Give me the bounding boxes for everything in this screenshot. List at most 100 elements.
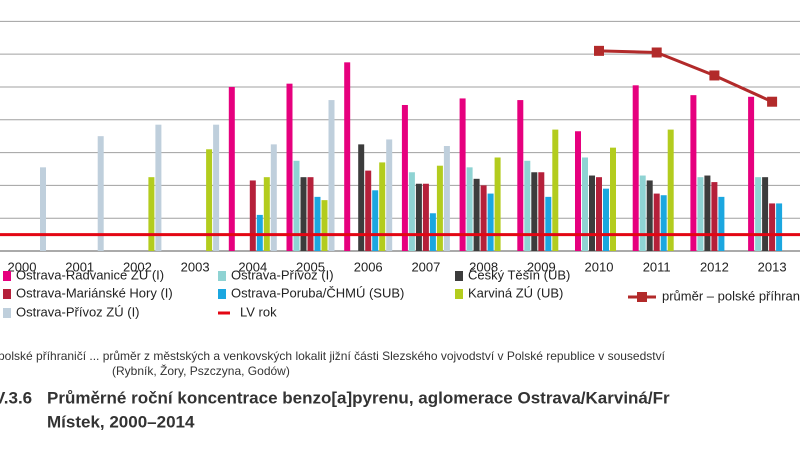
legend-label: LV rok xyxy=(240,304,277,319)
bar xyxy=(653,193,660,251)
legend-swatch xyxy=(218,271,226,281)
bar xyxy=(358,144,365,251)
bar xyxy=(459,98,466,252)
bar xyxy=(408,172,415,251)
bar xyxy=(443,146,450,251)
bar xyxy=(256,214,263,251)
average-marker xyxy=(651,47,662,58)
bar xyxy=(97,136,104,251)
legend-swatch xyxy=(3,308,11,318)
bar xyxy=(436,165,443,251)
x-tick-label: 2003 xyxy=(181,259,210,274)
legend-swatch xyxy=(218,289,226,299)
bar xyxy=(286,83,293,252)
bar xyxy=(314,196,321,251)
x-tick-label: 2005 xyxy=(296,259,325,274)
bar xyxy=(596,177,602,251)
average-marker xyxy=(594,45,604,56)
x-tick-label: 2001 xyxy=(65,259,94,274)
bar xyxy=(206,149,213,251)
bar xyxy=(575,131,581,251)
bar xyxy=(263,177,270,251)
bar xyxy=(429,213,436,251)
legend-label: průměr – polské příhraničí xyxy=(662,288,800,303)
chart-title: Průměrné roční koncentrace benzo[a]pyren… xyxy=(47,388,670,407)
bar xyxy=(776,203,783,251)
bar xyxy=(293,160,300,251)
figure-number: V.3.6 xyxy=(0,388,32,407)
bar xyxy=(755,177,762,251)
bar xyxy=(582,157,588,251)
bar xyxy=(321,200,328,251)
bar xyxy=(480,185,487,251)
x-tick-label: 2007 xyxy=(411,259,440,274)
x-tick-label: 2009 xyxy=(527,259,556,274)
bar xyxy=(372,190,379,251)
bar xyxy=(690,95,697,251)
bar xyxy=(646,180,653,251)
legend-swatch xyxy=(455,271,463,281)
bar xyxy=(487,193,494,251)
bar xyxy=(307,177,314,251)
bar xyxy=(213,124,220,251)
bar xyxy=(415,183,422,251)
bar xyxy=(517,100,524,251)
legend-label: Ostrava-Radvanice ZÚ (I) xyxy=(16,267,164,282)
bar xyxy=(545,196,552,251)
bar xyxy=(711,182,718,251)
footnote: (Rybník, Žory, Pszczyna, Godów) xyxy=(112,363,290,378)
bar xyxy=(228,86,235,251)
bar xyxy=(148,177,155,251)
chart-title: Místek, 2000–2014 xyxy=(47,412,195,431)
average-marker xyxy=(767,96,778,107)
bar xyxy=(422,183,429,251)
x-tick-label: 2011 xyxy=(643,259,671,274)
bar xyxy=(667,129,674,251)
bar xyxy=(473,178,480,251)
bar xyxy=(748,96,755,251)
bar xyxy=(718,196,725,251)
bar xyxy=(660,195,667,251)
x-tick-label: 2000 xyxy=(8,259,37,274)
x-tick-label: 2002 xyxy=(123,259,152,274)
bar xyxy=(603,188,609,251)
bar xyxy=(249,180,256,251)
bar xyxy=(300,177,307,251)
bar xyxy=(632,85,639,251)
bar xyxy=(639,175,646,251)
bar xyxy=(365,170,372,251)
legend-label: Ostrava-Přívoz (I) xyxy=(231,267,334,282)
legend-label: Ostrava-Mariánské Hory (I) xyxy=(16,285,173,300)
bar xyxy=(589,175,595,251)
bar xyxy=(697,177,704,251)
legend-label: Český Těšín (UB) xyxy=(468,267,570,282)
average-line xyxy=(598,49,773,104)
legend-label: Ostrava-Přívoz ZÚ (I) xyxy=(16,304,140,319)
bar xyxy=(379,162,386,251)
x-tick-label: 2008 xyxy=(469,259,498,274)
bar xyxy=(40,167,46,251)
bar xyxy=(344,62,351,251)
bar xyxy=(386,139,393,251)
bar xyxy=(538,172,545,251)
x-tick-label: 2010 xyxy=(585,259,614,274)
bar xyxy=(704,175,711,251)
legend-swatch xyxy=(455,289,463,299)
x-tick-label: 2013 xyxy=(758,259,787,274)
bar xyxy=(494,157,501,251)
bar xyxy=(531,172,538,251)
bar xyxy=(762,177,769,251)
bar xyxy=(552,129,559,251)
footnote: polské příhraničí ... průměr z městských… xyxy=(0,349,666,363)
bar xyxy=(270,144,277,251)
legend-label: Ostrava-Poruba/ČHMÚ (SUB) xyxy=(231,285,404,300)
bar xyxy=(466,167,473,251)
legend-swatch xyxy=(3,289,11,299)
bar xyxy=(155,124,162,251)
legend-swatch xyxy=(3,271,11,281)
legend-swatch xyxy=(637,292,647,302)
bar xyxy=(328,100,335,251)
bar xyxy=(524,160,531,251)
